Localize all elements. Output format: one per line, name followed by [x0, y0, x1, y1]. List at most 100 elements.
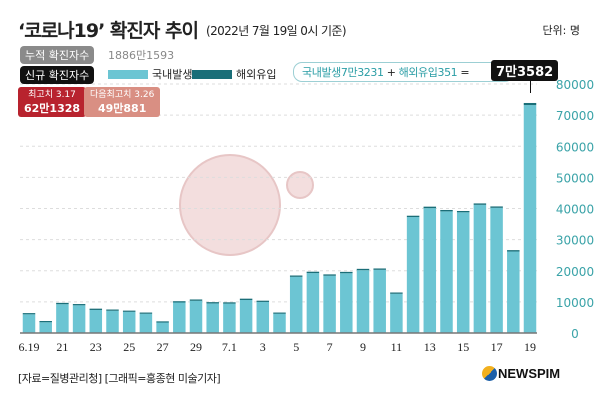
legend-swatch-domestic	[108, 70, 148, 79]
formula-overseas: 해외유입351	[398, 66, 458, 79]
cumulative-label: 누적 확진자수	[20, 46, 95, 64]
bar-domestic	[507, 251, 520, 333]
y-tick-label: 40000	[556, 203, 594, 217]
x-tick-label: 19	[524, 340, 536, 354]
newspim-logo-icon	[482, 366, 497, 381]
bar-overseas	[89, 308, 103, 310]
x-tick-label: 23	[90, 340, 102, 354]
bar-domestic	[223, 303, 236, 333]
x-tick-label: 7	[327, 340, 333, 354]
peak-1-label: 최고치 3.17	[28, 90, 76, 100]
x-tick-label: 29	[190, 340, 202, 354]
new-cases-label: 신규 확진자수	[20, 66, 95, 84]
bar-domestic	[373, 269, 386, 333]
bar-overseas	[423, 206, 437, 209]
bar-domestic	[390, 293, 403, 333]
bar-overseas	[72, 304, 86, 306]
bar-domestic	[323, 275, 336, 333]
bar-overseas	[122, 310, 136, 312]
chart-title: ‘코로나19’ 확진자 추이	[18, 20, 199, 42]
bar-domestic	[122, 311, 136, 333]
x-tick-label: 15	[457, 340, 469, 354]
bar-overseas	[239, 298, 253, 301]
bar-domestic	[356, 270, 370, 333]
bar-domestic	[56, 304, 69, 333]
latest-total: 7만3582	[491, 60, 559, 81]
formula-plus: +	[383, 66, 399, 79]
bar-domestic	[39, 322, 52, 333]
x-tick-label: 13	[424, 340, 436, 354]
x-tick-label: 27	[157, 340, 169, 354]
bar-domestic	[156, 322, 169, 333]
bar-overseas	[39, 321, 52, 323]
x-tick-label: 7.1	[222, 340, 237, 354]
bar-domestic	[239, 300, 253, 333]
bar-domestic	[139, 313, 153, 333]
y-tick-label: 10000	[556, 296, 594, 310]
x-tick-label: 6.19	[19, 340, 40, 354]
peak-2-label: 다음최고치 3.26	[90, 90, 155, 100]
bar-domestic	[456, 212, 470, 333]
bar-overseas	[523, 102, 537, 106]
peak-badge-1: 최고치 3.17 62만1328	[18, 87, 87, 117]
total-pointer	[530, 79, 531, 93]
bar-overseas	[406, 215, 420, 218]
bar-domestic	[306, 273, 320, 333]
virus-decoration-icon	[179, 154, 281, 256]
x-tick-label: 17	[491, 340, 503, 354]
unit-label: 단위: 명	[542, 24, 580, 37]
bar-overseas	[189, 299, 203, 301]
legend-label-domestic: 국내발생	[152, 68, 193, 81]
bar-domestic	[473, 204, 487, 333]
bar-overseas	[473, 203, 487, 205]
legend-label-overseas: 해외유입	[236, 68, 277, 81]
bar-overseas	[273, 312, 286, 314]
bar-overseas	[340, 271, 353, 274]
bar-domestic	[72, 305, 86, 333]
bar-overseas	[156, 321, 169, 323]
y-tick-label: 60000	[556, 140, 594, 154]
bar-domestic	[189, 300, 203, 333]
bar-overseas	[256, 300, 270, 302]
bar-overseas	[373, 268, 386, 270]
bar-domestic	[423, 208, 437, 333]
latest-formula: 국내발생7만3231 + 해외유입351 =	[293, 62, 515, 82]
x-tick-label: 11	[391, 340, 403, 354]
bar-overseas	[289, 275, 303, 277]
bar-domestic	[106, 310, 119, 333]
bar-domestic	[340, 273, 353, 333]
virus-decoration-icon	[286, 171, 314, 199]
peak-1-value: 62만1328	[24, 102, 81, 115]
y-tick-label: 20000	[556, 265, 594, 279]
bar-domestic	[289, 276, 303, 333]
y-tick-label: 30000	[556, 234, 594, 248]
bar-overseas	[206, 302, 219, 304]
source-credit: [자료=질병관리청] [그래픽=홍종현 미술기자]	[18, 372, 221, 385]
y-tick-label: 70000	[556, 109, 594, 123]
y-tick-label: 50000	[556, 171, 594, 185]
bar-domestic	[22, 314, 36, 333]
x-tick-label: 5	[293, 340, 299, 354]
bar-overseas	[223, 302, 236, 304]
chart-subtitle: (2022년 7월 19일 0시 기준)	[206, 24, 347, 38]
bar-overseas	[173, 301, 186, 303]
bar-domestic	[490, 207, 503, 333]
bar-overseas	[56, 302, 69, 305]
bar-domestic	[206, 303, 219, 333]
x-tick-label: 21	[56, 340, 68, 354]
bar-overseas	[507, 250, 520, 252]
y-tick-label: 0	[571, 327, 579, 341]
bar-overseas	[356, 268, 370, 271]
newspim-logo: NEWSPIM	[498, 366, 561, 381]
formula-domestic: 국내발생7만3231	[302, 66, 384, 79]
bar-domestic	[523, 105, 537, 333]
x-tick-label: 9	[360, 340, 366, 354]
peak-badge-2: 다음최고치 3.26 49만881	[84, 87, 161, 117]
formula-eq: =	[457, 66, 470, 79]
x-tick-label: 3	[260, 340, 266, 354]
legend-swatch-overseas	[192, 70, 232, 79]
bar-overseas	[440, 209, 453, 212]
bar-overseas	[106, 309, 119, 311]
